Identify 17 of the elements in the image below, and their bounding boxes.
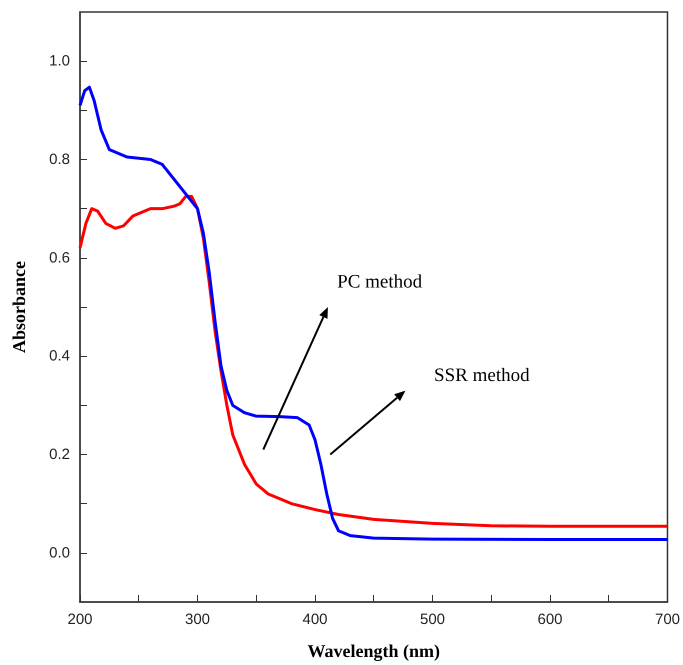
x-tick-label: 700 (654, 611, 680, 628)
x-tick-label: 300 (184, 611, 210, 628)
line-series (78, 86, 669, 542)
x-tick-label: 200 (67, 611, 93, 628)
y-axis-title: Absorbance (9, 260, 29, 354)
x-axis-title: Wavelength (nm) (307, 641, 440, 661)
x-tick-label: 500 (420, 611, 446, 628)
y-tick-label: 0.2 (49, 446, 70, 463)
y-tick-label: 0.8 (49, 151, 70, 168)
y-tick-label: 1.0 (49, 52, 70, 70)
x-tick-label: 400 (302, 611, 328, 628)
y-tick-label: 0.6 (49, 249, 70, 266)
y-tick-label: 0.0 (49, 544, 70, 562)
annotation: PC method (337, 271, 423, 292)
x-tick-label: 600 (537, 611, 563, 628)
annotation: SSR method (434, 364, 530, 386)
y-tick-label: 0.4 (49, 348, 70, 365)
